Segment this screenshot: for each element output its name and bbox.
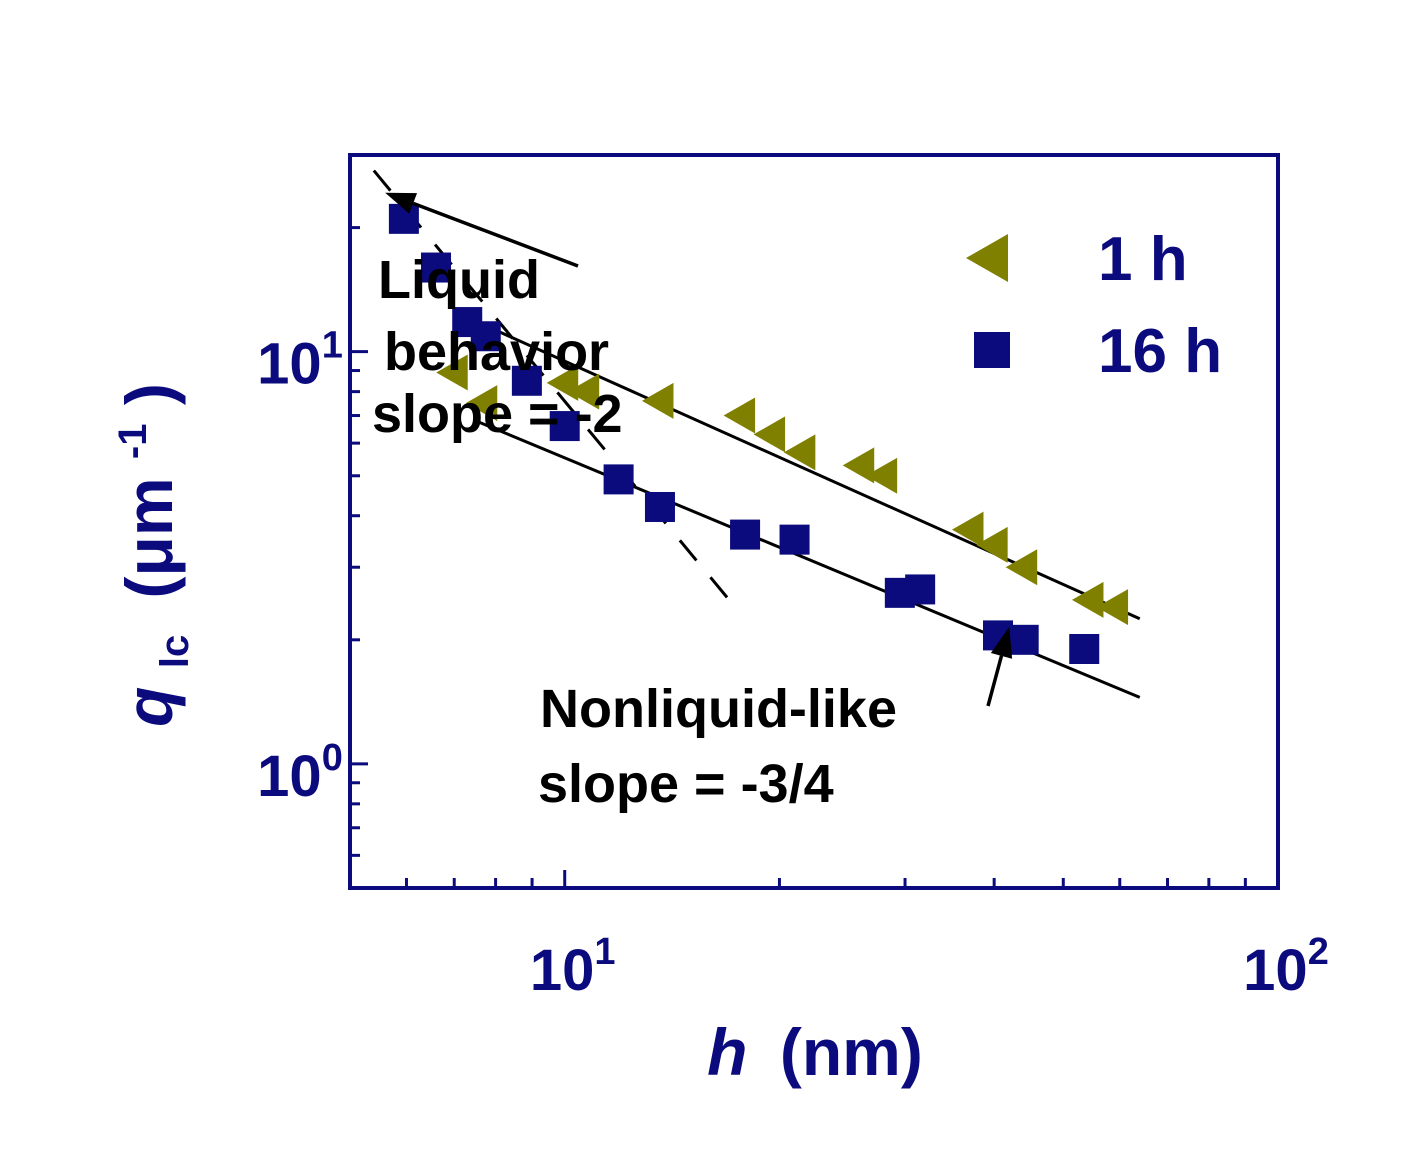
point-1h: [436, 354, 468, 391]
y-axis-label-unit: (μm: [112, 477, 186, 598]
arrow-liquid: [385, 192, 579, 268]
point-1h: [567, 373, 600, 410]
x-tick-label-1-base: 10: [1243, 938, 1308, 1003]
point-16h: [779, 524, 810, 555]
x-tick-label-1: 102: [1243, 931, 1329, 1003]
annotation-liquid-line-1: Liquid: [378, 250, 540, 310]
point-16h: [905, 574, 936, 605]
annotation-liquid: Liquid behavior slope = -2: [372, 250, 624, 444]
y-axis-label: q lc (μm -1 ): [86, 383, 202, 727]
point-1h: [1096, 589, 1129, 626]
point-16h: [603, 464, 634, 495]
arrow-liquid-shaft: [412, 201, 579, 268]
point-16h: [421, 252, 452, 283]
x-tick-label-0: 101: [530, 931, 616, 1003]
legend-marker-1h: [966, 234, 1008, 282]
point-16h: [511, 365, 542, 396]
y-tick-label-1-exp: 1: [322, 325, 343, 367]
x-axis-label: h (nm): [707, 1015, 923, 1089]
arrow-nonliquid-head: [990, 626, 1013, 659]
x-tick-label-0-exp: 1: [594, 931, 615, 973]
legend-marker-16h: [974, 332, 1010, 368]
axis-ticks: [348, 153, 1280, 890]
point-16h: [470, 321, 501, 352]
point-1h: [1071, 581, 1104, 618]
x-axis-label-unit: (nm): [780, 1015, 923, 1089]
point-1h: [952, 511, 984, 548]
y-tick-label-0: 100: [257, 737, 343, 809]
arrow-nonliquid: [986, 626, 1013, 707]
point-16h: [549, 411, 580, 442]
annotation-nonliquid-line-1: Nonliquid-like: [540, 679, 897, 739]
legend-label-16h: 16 h: [1098, 317, 1222, 386]
annotation-nonliquid: Nonliquid-like slope = -3/4: [538, 679, 912, 814]
point-1h: [1005, 549, 1038, 586]
y-axis-label-main: q: [112, 687, 186, 727]
annotation-liquid-line-2: behavior: [384, 322, 609, 382]
point-16h: [730, 519, 761, 550]
point-1h: [842, 447, 875, 484]
point-1h: [641, 382, 674, 419]
y-tick-label-1-base: 10: [257, 332, 322, 397]
point-1h: [723, 397, 756, 434]
legend: 1 h 16 h: [966, 225, 1222, 386]
annotation-nonliquid-line-2: slope = -3/4: [538, 754, 834, 814]
plot-frame: [348, 153, 1280, 890]
point-1h: [753, 416, 786, 453]
y-axis-label-sub: lc: [153, 635, 197, 668]
x-tick-label-1-exp: 2: [1308, 931, 1329, 973]
y-tick-label-1: 101: [257, 325, 343, 397]
point-16h: [1069, 633, 1100, 664]
annotation-arrows: [385, 192, 1013, 707]
y-tick-label-0-exp: 0: [322, 737, 343, 779]
point-1h: [976, 526, 1008, 563]
legend-markers: [966, 234, 1010, 368]
x-axis-label-main: h: [707, 1015, 747, 1089]
arrow-nonliquid-shaft: [986, 655, 1004, 707]
point-1h: [465, 385, 498, 422]
y-axis-label-close: ): [112, 383, 186, 405]
annotation-liquid-line-3: slope = -2: [372, 384, 623, 444]
point-1h: [783, 434, 816, 471]
x-tick-label-0-base: 10: [530, 938, 595, 1003]
point-16h: [644, 491, 675, 522]
point-1h: [865, 457, 898, 494]
point-16h: [1008, 624, 1039, 655]
legend-label-1h: 1 h: [1098, 225, 1188, 294]
y-tick-label-0-base: 10: [257, 744, 322, 809]
y-axis-label-sup: -1: [111, 423, 155, 459]
arrow-liquid-head: [385, 192, 418, 214]
